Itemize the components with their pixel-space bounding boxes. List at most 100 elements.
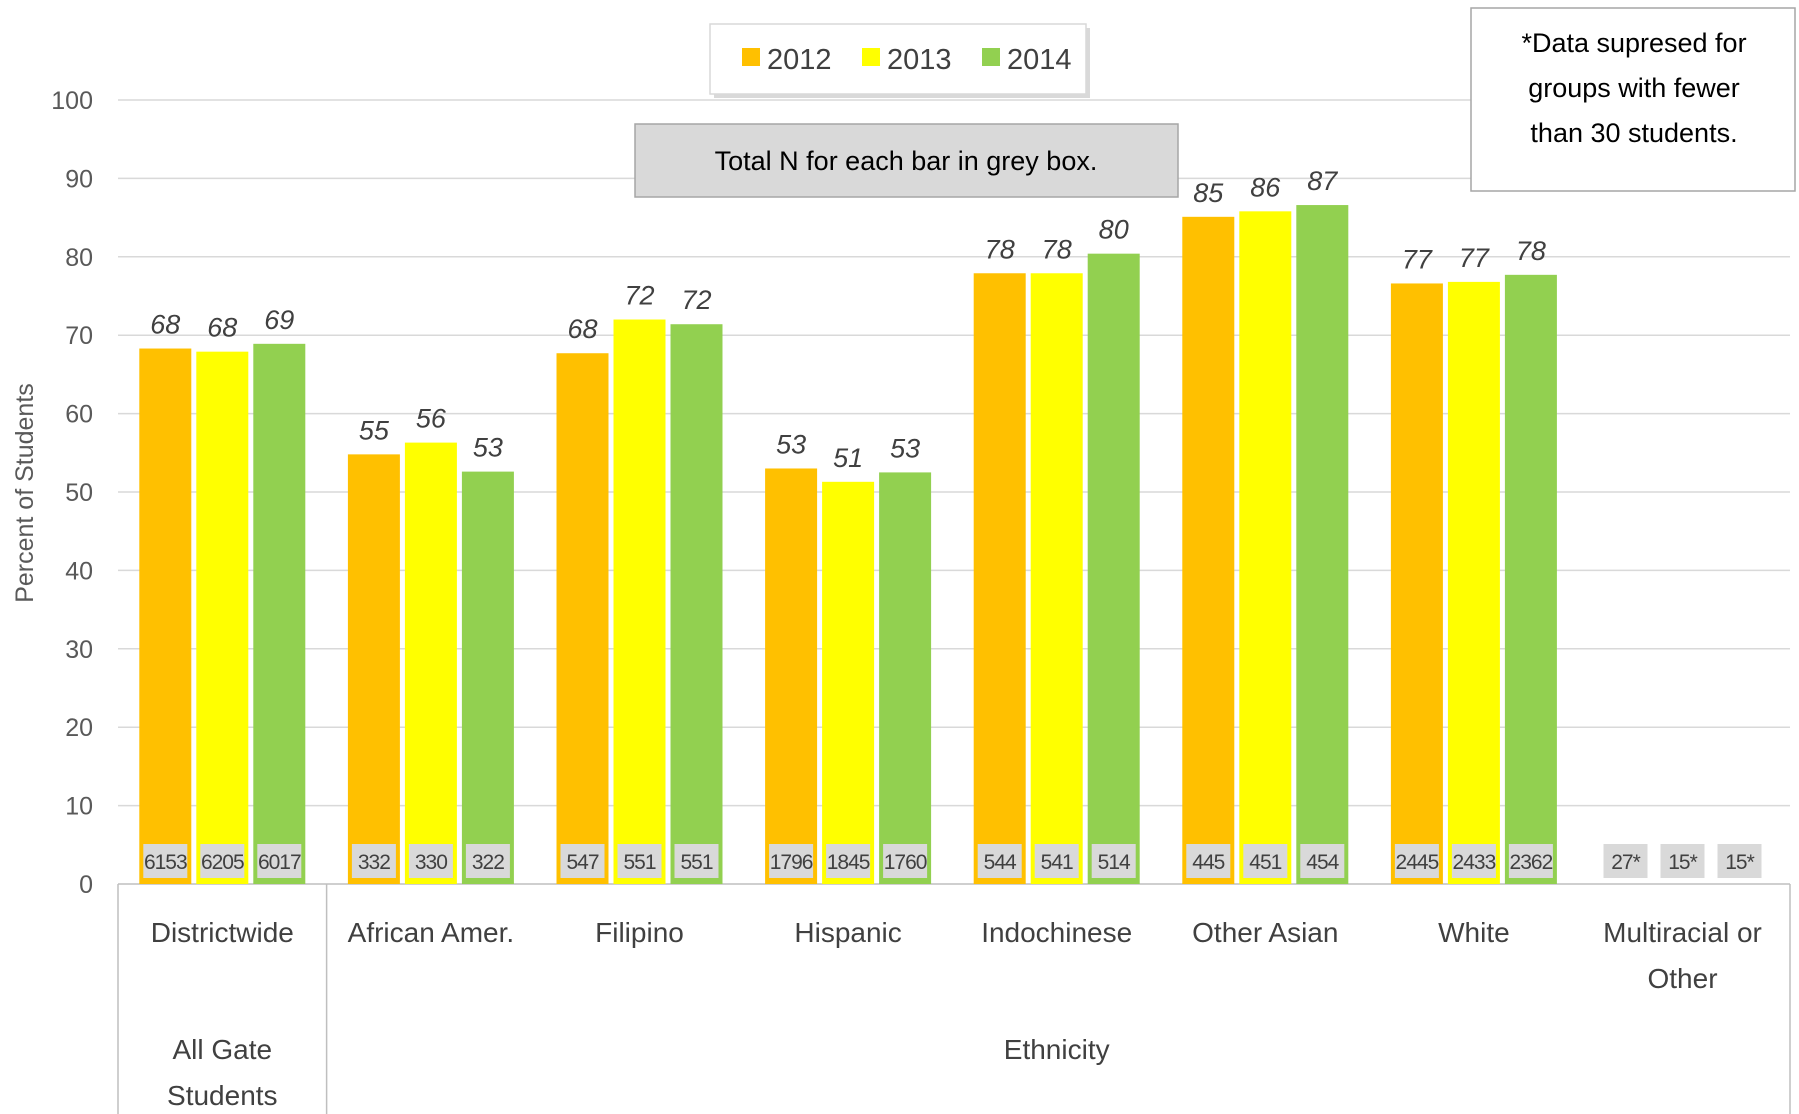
data-label: 78: [1042, 234, 1072, 264]
y-tick-label: 10: [65, 793, 93, 821]
category-label: Filipino: [595, 917, 684, 948]
bar: [556, 353, 609, 884]
n-count-box: [1603, 844, 1648, 878]
suppressed-line-2: groups with fewer: [1528, 73, 1740, 103]
bar: [613, 319, 666, 884]
suppressed-line-3: than 30 students.: [1530, 118, 1737, 148]
n-count-label: 1796: [770, 851, 813, 874]
data-label: 68: [567, 314, 597, 344]
y-tick-label: 90: [65, 165, 93, 193]
data-label: 69: [264, 305, 294, 335]
legend-label-2013: 2013: [887, 44, 952, 76]
n-count-box: [1091, 844, 1136, 878]
data-label: 78: [1516, 236, 1546, 266]
n-count-label: 322: [472, 851, 504, 874]
suppressed-note: *Data supresed for groups with fewer tha…: [1470, 7, 1796, 192]
bars: 68 6153 68 6205 69 6017 55 332 56 330 53 322 68 547 72…: [139, 166, 1762, 885]
suppressed-line-1: *Data supresed for: [1521, 28, 1746, 58]
bar: [879, 472, 932, 884]
n-count-box: [560, 844, 605, 878]
category-label: Other: [1647, 963, 1717, 994]
n-count-box: [883, 844, 928, 878]
data-label: 80: [1099, 215, 1129, 245]
data-label: 68: [207, 313, 237, 343]
data-label: 87: [1307, 166, 1338, 196]
n-count-label: 541: [1041, 851, 1073, 874]
bar: [1390, 283, 1443, 884]
n-count-label: 445: [1192, 851, 1224, 874]
n-count-box: [1243, 844, 1288, 878]
bar: [1296, 205, 1349, 884]
category-label: Hispanic: [794, 917, 901, 948]
bar: [1030, 273, 1083, 884]
n-count-box: [465, 844, 510, 878]
category-label: White: [1438, 917, 1510, 948]
data-label: 78: [985, 234, 1015, 264]
data-label: 55: [359, 415, 390, 445]
n-count-box: [1300, 844, 1345, 878]
bar: [1087, 253, 1140, 884]
data-label: 85: [1193, 178, 1224, 208]
n-count-box: [826, 844, 871, 878]
data-label: 53: [776, 429, 806, 459]
y-tick-label: 80: [65, 244, 93, 272]
data-label: 51: [833, 443, 863, 473]
n-count-label: 2362: [1510, 851, 1553, 874]
bar: [1239, 211, 1292, 884]
n-count-box: [977, 844, 1022, 878]
bar: [253, 343, 306, 885]
n-count-label: 551: [680, 851, 712, 874]
category-label: Districtwide: [151, 917, 294, 948]
category-label: Other Asian: [1192, 917, 1338, 948]
n-count-box: [143, 844, 188, 878]
y-axis-label: Percent of Students: [11, 383, 39, 603]
n-count-label: 544: [984, 851, 1017, 874]
bar: [196, 351, 249, 884]
bar: [347, 454, 400, 884]
bar: [1504, 274, 1557, 884]
bar: [404, 442, 457, 884]
group-label: All Gate: [172, 1034, 272, 1065]
data-label: 72: [681, 285, 711, 315]
y-tick-label: 20: [65, 714, 93, 742]
n-count-box: [769, 844, 814, 878]
data-label: 53: [473, 433, 503, 463]
legend-items: 2012 2013 2014: [742, 44, 1072, 76]
category-label: Multiracial or: [1603, 917, 1762, 948]
legend-swatch-2013: [862, 48, 880, 66]
n-count-label: 330: [415, 851, 447, 874]
legend-swatch-2012: [742, 48, 760, 66]
n-count-box: [1451, 844, 1496, 878]
legend-swatch-2014: [982, 48, 1000, 66]
data-label: 56: [416, 404, 447, 434]
n-box-annotation: Total N for each bar in grey box.: [634, 123, 1179, 198]
n-count-label: 547: [566, 851, 598, 874]
data-label: 86: [1250, 172, 1281, 202]
data-label: 77: [1402, 244, 1433, 274]
n-count-label: 15*: [1725, 851, 1754, 874]
y-axis-ticks: 0 10 20 30 40 50 60 70 80 90 100: [51, 87, 93, 899]
group-label: Ethnicity: [1004, 1034, 1110, 1065]
bar: [670, 324, 723, 884]
n-count-label: 1845: [827, 851, 870, 874]
n-count-box: [1717, 844, 1762, 878]
n-count-box: [1034, 844, 1079, 878]
n-count-box: [351, 844, 396, 878]
n-count-box: [1508, 844, 1553, 878]
bar: [822, 481, 875, 884]
n-box-text: Total N for each bar in grey box.: [715, 146, 1098, 176]
n-count-box: [408, 844, 453, 878]
n-count-label: 454: [1306, 851, 1339, 874]
y-tick-label: 70: [65, 322, 93, 350]
n-count-box: [1660, 844, 1705, 878]
legend-box: [709, 23, 1087, 95]
n-count-label: 27*: [1611, 851, 1640, 874]
n-count-label: 6205: [201, 851, 244, 874]
bar: [1447, 281, 1500, 884]
suppressed-box: [1470, 7, 1796, 192]
y-tick-label: 100: [51, 87, 93, 115]
bar: [139, 348, 192, 884]
category-label: African Amer.: [348, 917, 515, 948]
data-label: 77: [1459, 243, 1490, 273]
y-tick-label: 50: [65, 479, 93, 507]
